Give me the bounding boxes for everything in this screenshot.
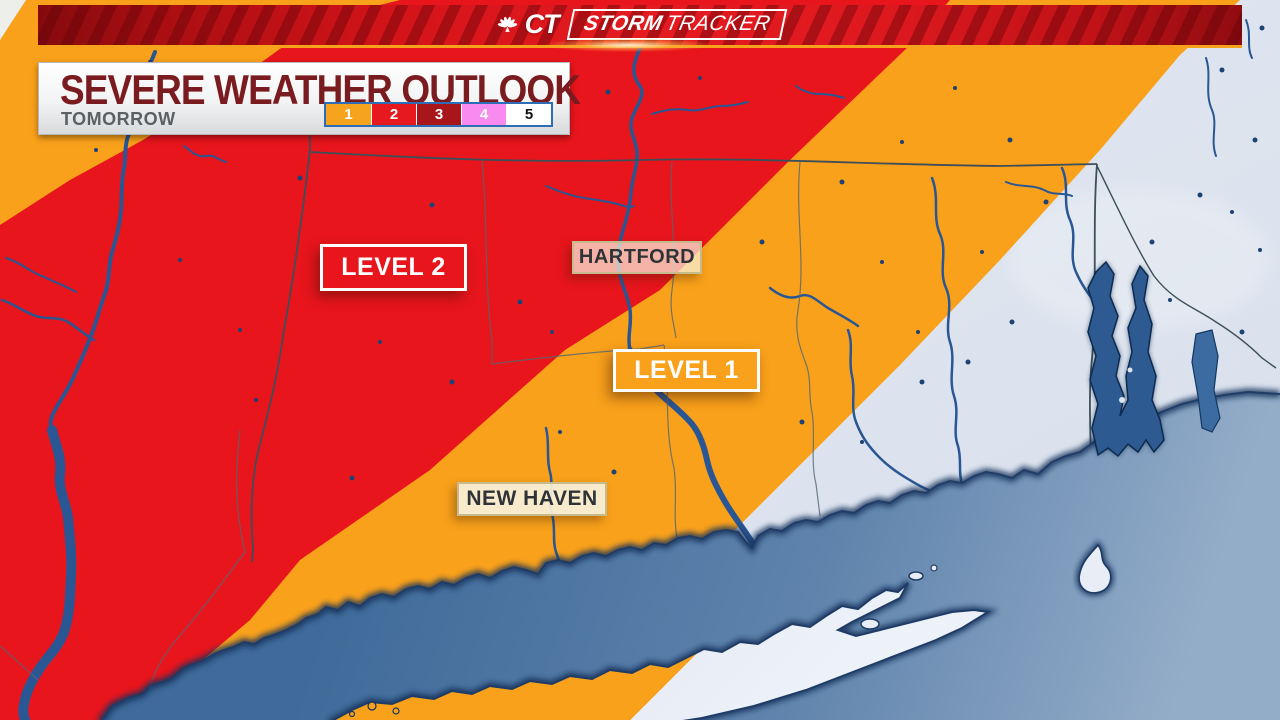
legend-level-2: 2	[371, 104, 416, 125]
narragansett-bay	[1087, 260, 1221, 458]
logo-network-text: CT	[524, 8, 560, 39]
outlook-subtitle: TOMORROW	[61, 109, 176, 129]
logo-tracker-text: TRACKER	[663, 11, 773, 35]
logo-storm-text: STORM	[581, 11, 665, 35]
legend-level-5: 5	[506, 104, 551, 125]
coastal-islets	[348, 701, 400, 718]
stormtracker-banner: CT STORM TRACKER	[38, 5, 1242, 52]
state-borders	[250, 61, 1277, 563]
legend-level-4: 4	[461, 104, 506, 125]
banner-light-glow	[543, 38, 713, 52]
legend-level-3: 3	[416, 104, 461, 125]
stormtracker-logo: CT STORM TRACKER	[497, 8, 787, 40]
legend-level-1: 1	[326, 104, 371, 125]
new-haven-city-label: NEW HAVEN	[457, 482, 607, 516]
corner-no-outlook-wedge	[0, 0, 26, 40]
level1-map-label: LEVEL 1	[613, 349, 760, 392]
hartford-city-label: HARTFORD	[572, 241, 702, 274]
logo-brand-box: STORM TRACKER	[566, 8, 787, 40]
level2-risk-area	[0, 0, 950, 720]
lakes	[94, 25, 1265, 481]
level2-map-label: LEVEL 2	[320, 244, 467, 291]
long-island	[330, 564, 988, 720]
nbc-peacock-icon	[497, 16, 517, 32]
